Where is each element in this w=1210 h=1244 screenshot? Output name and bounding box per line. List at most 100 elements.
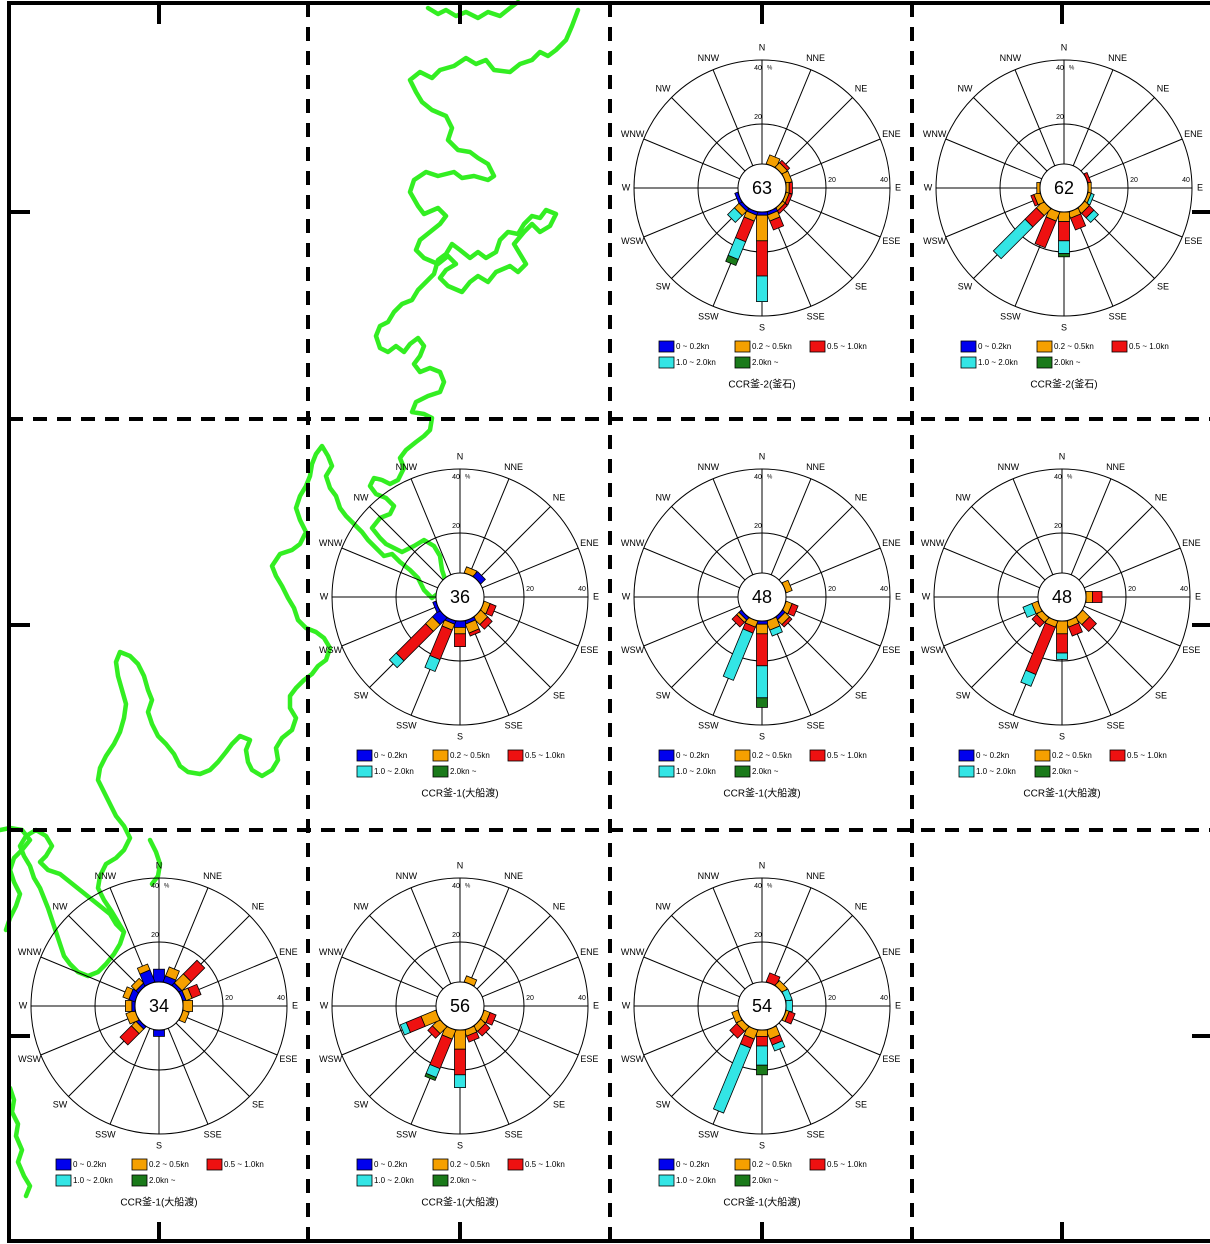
rose-spoke	[1012, 478, 1054, 576]
rose-spoke	[643, 547, 741, 589]
legend-swatch	[734, 1158, 751, 1171]
rose-legend: 0 ~ 0.2kn 0.2 ~ 0.5kn 0.5 ~ 1.0kn 1.0 ~ 2.0…	[960, 340, 1169, 369]
direction-label-wsw: WSW	[319, 645, 342, 655]
rose-petal-s	[1056, 620, 1068, 660]
rose-spoke	[1014, 69, 1056, 167]
rose-spoke	[671, 915, 746, 990]
ring-label: 40	[754, 883, 762, 890]
direction-label-sse: SSE	[1107, 721, 1125, 731]
legend-swatch	[809, 749, 826, 762]
direction-label-ssw: SSW	[998, 721, 1019, 731]
rose-petal-sw	[388, 609, 448, 669]
petal-segment	[122, 986, 134, 1000]
current-rose: N NNE NE ENE E ESE SE SSE S SSW SW WSW W WNW NW NNW 20 40…	[621, 451, 901, 799]
direction-label-ene: ENE	[580, 947, 599, 957]
direction-label-ese: ESE	[1184, 236, 1202, 246]
direction-label-w: W	[622, 182, 631, 192]
legend-label: 1.0 ~ 2.0kn	[676, 1176, 716, 1185]
petal-segment	[712, 1043, 752, 1114]
direction-label-sse: SSE	[807, 1130, 825, 1140]
direction-label-nne: NNE	[806, 871, 825, 881]
rose-legend: 0 ~ 0.2kn 0.2 ~ 0.5kn 0.5 ~ 1.0kn 1.0 ~ 2.0…	[356, 749, 565, 778]
direction-label-w: W	[922, 591, 931, 601]
petal-segment	[1025, 622, 1056, 676]
direction-label-wnw: WNW	[18, 947, 42, 957]
rose-spoke	[468, 1027, 510, 1125]
petal-segment	[784, 1010, 796, 1025]
ring-label: 40	[578, 995, 586, 1002]
legend-swatch	[356, 749, 373, 762]
rose-spoke	[369, 915, 444, 990]
rose-petal-s	[153, 1029, 165, 1037]
rose-petal-sse	[765, 616, 783, 637]
legend-label: 1.0 ~ 2.0kn	[676, 767, 716, 776]
direction-label-ssw: SSW	[396, 1130, 417, 1140]
petal-segment	[1030, 194, 1039, 207]
legend-swatch	[658, 765, 675, 778]
current-rose: N NNE NE ENE E ESE SE SSE S SSW SW WSW W WNW NW NNW 20 40…	[621, 860, 901, 1208]
direction-label-ene: ENE	[580, 538, 599, 548]
direction-label-sw: SW	[354, 1099, 369, 1109]
legend-swatch	[734, 1174, 751, 1187]
legend-label: 2.0kn ~	[752, 1176, 779, 1185]
petal-segment	[734, 216, 755, 243]
petal-segment	[756, 1035, 768, 1047]
direction-label-nne: NNE	[203, 871, 222, 881]
petal-segment	[125, 1000, 133, 1012]
rose-spoke	[167, 887, 209, 985]
petal-segment	[756, 214, 768, 242]
petal-segment	[1091, 591, 1103, 603]
rose-spoke	[1072, 69, 1114, 167]
direction-label-sw: SW	[656, 281, 671, 291]
rose-spoke	[643, 138, 741, 180]
rose-petal-e	[785, 1000, 793, 1012]
direction-label-nne: NNE	[806, 53, 825, 63]
legend-swatch	[432, 749, 449, 762]
direction-label-n: N	[759, 860, 766, 870]
direction-label-ssw: SSW	[95, 1130, 116, 1140]
rose-spoke	[770, 69, 812, 167]
direction-label-wsw: WSW	[18, 1054, 41, 1064]
rose-spoke	[971, 506, 1046, 581]
legend-label: 0.2 ~ 0.5kn	[1052, 751, 1092, 760]
legend-swatch	[809, 1158, 826, 1171]
rose-center	[737, 572, 787, 622]
rose-petal-s	[756, 1029, 768, 1076]
coastline-segment	[147, 837, 163, 887]
direction-label-e: E	[1197, 182, 1203, 192]
direction-label-sw: SW	[958, 281, 973, 291]
petal-segment	[454, 626, 466, 635]
legend-swatch	[734, 340, 751, 353]
ring-label: 20	[1054, 523, 1062, 530]
legend-label: 0.5 ~ 1.0kn	[1127, 751, 1167, 760]
direction-label-wnw: WNW	[621, 947, 645, 957]
ring-label: 40	[880, 177, 888, 184]
petal-segment	[388, 652, 405, 669]
rose-petal-sse	[1065, 616, 1083, 637]
ring-label: 20	[526, 586, 534, 593]
ring-label: 40	[754, 65, 762, 72]
rose-spoke	[712, 478, 754, 576]
direction-label-nw: NW	[656, 492, 671, 502]
petal-segment	[756, 240, 768, 277]
rose-spoke	[712, 69, 754, 167]
legend-label: 0.5 ~ 1.0kn	[827, 751, 867, 760]
direction-label-ene: ENE	[1184, 129, 1203, 139]
rose-spoke	[783, 196, 881, 238]
rose-center	[1037, 572, 1087, 622]
rose-spoke	[468, 618, 510, 716]
direction-label-nne: NNE	[1108, 53, 1127, 63]
current-rose: N NNE NE ENE E ESE SE SSE S SSW SW WSW W WNW NW NNW 20 40…	[921, 451, 1201, 799]
legend-label: 2.0kn ~	[752, 358, 779, 367]
petal-segment	[771, 1040, 786, 1052]
direction-label-w: W	[622, 1000, 631, 1010]
rose-center	[435, 981, 485, 1031]
direction-label-wsw: WSW	[621, 236, 644, 246]
rose-spoke	[481, 547, 579, 589]
rose-spoke	[109, 1027, 151, 1125]
rose-spoke	[476, 1022, 551, 1097]
direction-label-nw: NW	[53, 901, 68, 911]
direction-label-sse: SSE	[505, 1130, 523, 1140]
direction-label-wsw: WSW	[923, 236, 946, 246]
direction-label-se: SE	[1155, 690, 1167, 700]
